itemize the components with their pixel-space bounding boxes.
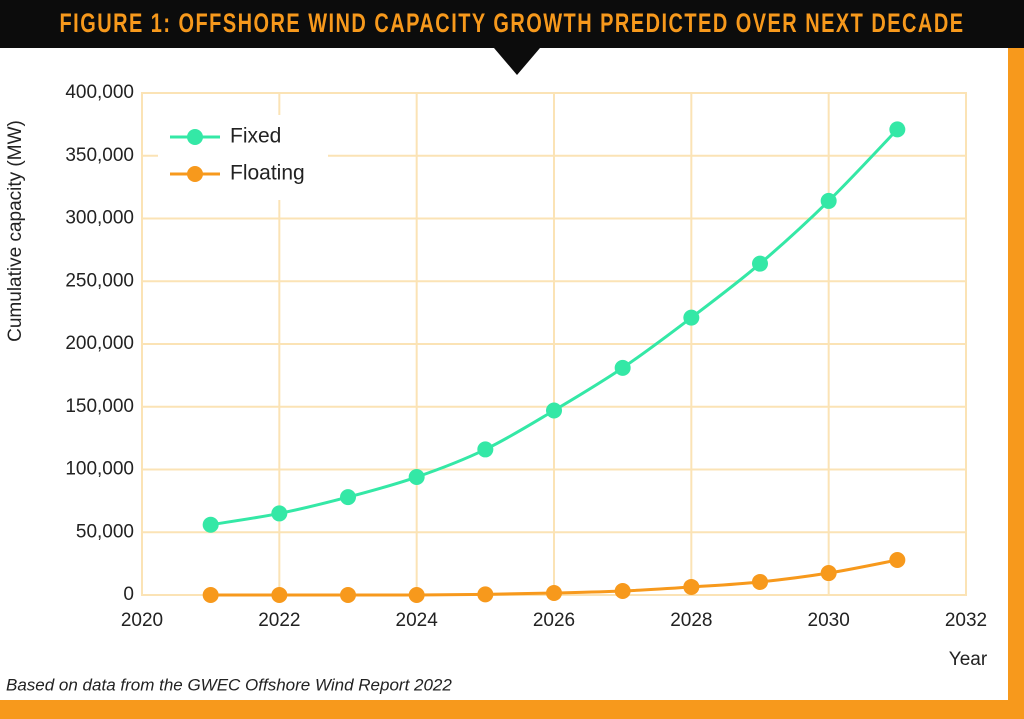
x-axis-label: Year [949,649,988,670]
chart-title: FIGURE 1: OFFSHORE WIND CAPACITY GROWTH … [60,8,965,38]
data-point [271,505,288,522]
legend-label: Fixed [230,125,281,148]
legend-label: Floating [230,162,305,185]
data-point [752,255,768,272]
y-tick-label: 350,000 [65,145,134,166]
data-point [820,192,837,209]
header-pointer [494,48,540,75]
data-point [546,402,562,419]
data-point [340,489,356,506]
x-tick-label: 2022 [258,610,300,631]
y-tick-label: 200,000 [65,333,134,354]
x-tick-label: 2020 [121,610,163,631]
y-tick-label: 100,000 [65,459,134,480]
data-point [614,359,631,376]
data-point [408,469,425,486]
data-point [546,584,562,601]
data-point [889,551,906,568]
data-point [202,516,219,533]
y-tick-label: 250,000 [65,270,134,291]
source-note: Based on data from the GWEC Offshore Win… [6,675,452,694]
x-tick-label: 2024 [396,610,439,631]
plot-area: 0 50,000 100,000 150,000 200,000 250,000 300,0… [65,82,987,631]
data-point [683,309,700,326]
data-point [477,586,494,603]
data-point [889,121,906,138]
right-border [1008,48,1024,719]
y-axis-label: Cumulative capacity (MW) [5,120,26,342]
legend-marker [187,166,203,182]
x-tick-label: 2032 [945,610,987,631]
data-point [271,587,288,603]
y-tick-label: 150,000 [65,396,134,417]
data-point [752,573,768,590]
data-point [683,578,700,595]
bottom-border [0,700,1024,719]
y-tick-label: 0 [123,584,134,605]
data-point [202,587,219,603]
x-tick-label: 2028 [670,610,712,631]
data-point [477,441,494,458]
x-tick-label: 2030 [808,610,850,631]
data-point [340,587,356,603]
data-point [408,587,425,603]
x-tick-label: 2026 [533,610,575,631]
header-band [0,0,1024,48]
legend-marker [187,129,203,145]
y-tick-label: 400,000 [65,82,134,103]
series-line [210,128,899,527]
y-tick-label: 300,000 [65,208,134,229]
y-tick-label: 50,000 [76,521,134,542]
legend-box [158,115,328,200]
data-point [820,565,837,582]
data-point [614,582,631,599]
